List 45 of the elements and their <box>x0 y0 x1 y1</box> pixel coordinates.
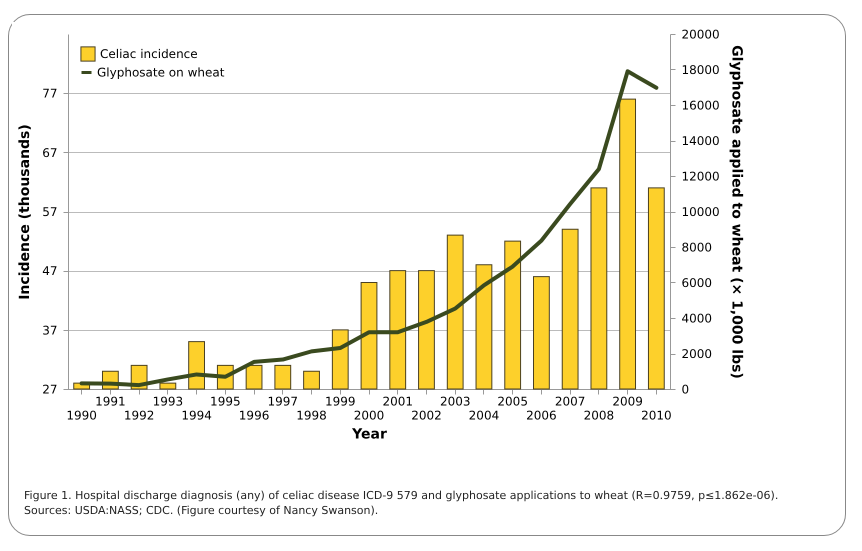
y-tick-label: 37 <box>42 323 58 338</box>
x-tick-label: 2010 <box>641 408 672 422</box>
y2-tick-label: 0 <box>682 382 690 396</box>
y-tick-label: 67 <box>42 146 58 160</box>
y2-tick-label: 10000 <box>682 205 720 219</box>
x-tick-label: 2005 <box>497 394 528 408</box>
y-tick-label: 27 <box>42 382 58 396</box>
y-tick-label: 57 <box>42 205 58 219</box>
y2-tick-label: 14000 <box>682 134 720 148</box>
y-tick-label: 77 <box>42 86 58 101</box>
y2-tick-label: 8000 <box>682 240 712 254</box>
y2-tick-label: 18000 <box>682 63 720 77</box>
y2-tick-label: 6000 <box>682 276 712 290</box>
y2-tick-label: 20000 <box>682 28 720 42</box>
x-tick-label: 2009 <box>612 394 643 408</box>
x-tick-label: 1991 <box>95 394 126 408</box>
legend-label: Glyphosate on wheat <box>97 66 225 80</box>
y2-tick-label: 2000 <box>682 347 712 361</box>
x-tick-label: 1993 <box>152 394 184 408</box>
x-tick-label: 2003 <box>440 394 470 408</box>
x-tick-label: 2008 <box>584 408 614 422</box>
x-tick-label: 1995 <box>210 394 241 408</box>
y-axis-title: Incidence (thousands) <box>17 124 34 300</box>
x-axis-title: Year <box>351 426 387 442</box>
y2-tick-label: 16000 <box>682 98 720 112</box>
x-tick-label: 2004 <box>468 408 500 422</box>
x-tick-label: 2001 <box>382 394 414 408</box>
y2-axis-title: Glyphosate applied to wheat (× 1,000 lbs) <box>728 45 745 379</box>
legend-label: Celiac incidence <box>100 47 198 61</box>
x-tick-label: 1992 <box>124 408 154 422</box>
y2-tick-label: 4000 <box>682 312 712 326</box>
x-tick-label: 2002 <box>411 408 442 422</box>
x-tick-label: 1998 <box>296 408 327 422</box>
caption: Figure 1. Hospital discharge diagnosis (any) of celiac disease ICD-9 579 and glyphosate applications to wheat (R=0.9759, p≤1.862e-06). Sources: USDA:NASS; CDC. (Figure courtesy of Nancy Swanson). <box>24 488 780 518</box>
x-tick-label: 2007 <box>554 394 586 408</box>
x-tick-label: 1996 <box>238 408 270 422</box>
x-tick-label: 1997 <box>268 394 298 408</box>
line-series <box>80 69 658 388</box>
x-tick-label: 1999 <box>324 394 356 408</box>
y2-tick-label: 12000 <box>682 170 720 184</box>
x-tick-label: 1994 <box>181 408 212 422</box>
y-tick-label: 47 <box>42 264 58 278</box>
x-tick-label: 2000 <box>354 408 384 422</box>
x-tick-label: 1990 <box>66 408 97 422</box>
x-tick-label: 2006 <box>526 408 557 422</box>
